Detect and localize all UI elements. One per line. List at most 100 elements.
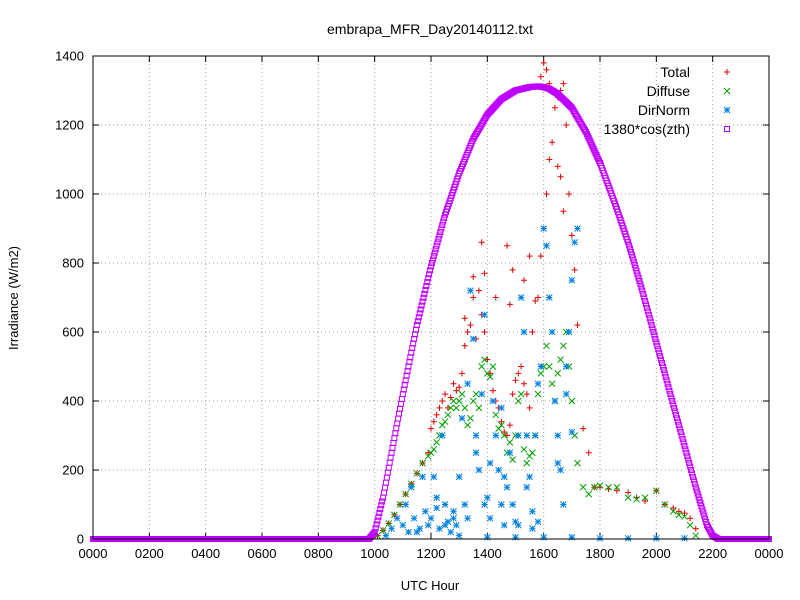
cos-zenith-point xyxy=(635,274,642,281)
diffuse-point xyxy=(430,445,438,453)
cos-zenith-point xyxy=(382,479,389,486)
total-point xyxy=(543,66,550,73)
total-point xyxy=(481,329,488,335)
cos-zenith-point xyxy=(631,261,638,268)
cos-zenith-point xyxy=(643,301,650,308)
diffuse-point xyxy=(545,363,553,370)
cos-zenith-point xyxy=(679,435,686,442)
total-point xyxy=(450,380,457,387)
dirnorm-point xyxy=(438,432,446,439)
dirnorm-point xyxy=(461,501,469,508)
dirnorm-point xyxy=(520,328,528,336)
cos-zenith-point xyxy=(674,418,681,425)
cos-zenith-point xyxy=(673,415,680,422)
dirnorm-point xyxy=(540,225,548,232)
legend-label: Diffuse xyxy=(647,83,691,99)
diffuse-point xyxy=(458,390,466,398)
dirnorm-point xyxy=(464,380,471,388)
diffuse-point xyxy=(464,421,471,429)
cos-zenith-point xyxy=(657,353,664,360)
cos-zenith-point xyxy=(649,325,656,332)
dirnorm-point xyxy=(382,532,390,539)
dirnorm-point xyxy=(554,459,562,467)
axis-ticks: 0000 0200 0400 0600 0800 1000 1200 1400 1600 1800… xyxy=(55,49,783,562)
total-point xyxy=(670,504,677,511)
total-point xyxy=(526,404,533,411)
cos-zenith-point xyxy=(422,286,429,293)
cos-zenith-point xyxy=(673,411,680,418)
dirnorm-point xyxy=(534,518,542,526)
dirnorm-point xyxy=(413,528,421,536)
cos-zenith-point xyxy=(638,284,645,291)
cos-zenith-point xyxy=(628,252,635,259)
cos-zenith-point xyxy=(660,366,667,373)
diffuse-point xyxy=(557,356,564,363)
dirnorm-point xyxy=(652,534,660,542)
diffuse-point xyxy=(613,483,621,491)
diffuse-point xyxy=(692,532,700,539)
diffuse-point xyxy=(537,370,545,377)
dirnorm-point xyxy=(495,466,502,474)
cos-zenith-point xyxy=(375,513,382,520)
dirnorm-point xyxy=(517,294,525,301)
total-point xyxy=(501,429,508,436)
cos-zenith-point xyxy=(395,415,402,422)
cos-zenith-point xyxy=(439,222,446,229)
dirnorm-point xyxy=(596,534,604,542)
total-point xyxy=(515,370,522,377)
x-tick-label: 0200 xyxy=(135,546,164,561)
total-point xyxy=(585,449,592,456)
diffuse-point xyxy=(379,527,387,534)
dirnorm-point xyxy=(407,483,415,491)
cos-zenith-point xyxy=(691,480,698,487)
total-point xyxy=(537,253,544,260)
y-tick-label: 600 xyxy=(62,325,84,340)
dirnorm-point xyxy=(681,534,688,542)
dirnorm-point xyxy=(424,521,432,529)
diffuse-point xyxy=(669,508,677,515)
cos-zenith-point xyxy=(437,228,444,235)
cos-zenith-point xyxy=(643,304,650,311)
total-point xyxy=(568,232,575,239)
diffuse-point xyxy=(585,490,593,498)
cos-zenith-point xyxy=(423,283,430,289)
cos-zenith-point xyxy=(426,271,433,278)
dirnorm-point xyxy=(472,449,480,457)
cos-zenith-point xyxy=(694,490,701,497)
diffuse-point xyxy=(517,390,525,398)
dirnorm-point xyxy=(433,494,440,501)
cos-zenith-point xyxy=(661,370,668,377)
total-point xyxy=(509,391,516,398)
cos-zenith-point xyxy=(436,232,443,239)
dirnorm-point xyxy=(506,449,514,457)
cos-zenith-point xyxy=(391,435,398,442)
legend: Total Diffuse DirNorm 1380*cos(zth) xyxy=(604,64,731,137)
dirnorm-point xyxy=(557,466,564,474)
x-tick-label: 0800 xyxy=(304,546,333,561)
diffuse-point xyxy=(444,411,452,419)
diffuse-point xyxy=(441,418,449,426)
y-tick-label: 400 xyxy=(62,394,84,409)
cos-zenith-point xyxy=(700,509,707,516)
plot-frame xyxy=(92,55,770,540)
diffuse-point xyxy=(492,411,500,419)
cos-zenith-point xyxy=(627,248,634,255)
dirnorm-point xyxy=(574,225,581,232)
cos-zenith-point xyxy=(386,459,393,466)
total-point xyxy=(560,208,567,215)
cos-zenith-point xyxy=(653,339,660,346)
total-point xyxy=(481,270,488,277)
cos-zenith-point xyxy=(373,521,380,528)
series-dirnorm xyxy=(382,225,688,542)
dirnorm-point xyxy=(500,521,508,529)
x-tick-label: 1600 xyxy=(529,546,558,561)
cos-zenith-point xyxy=(390,439,397,446)
cos-zenith-point xyxy=(435,235,442,242)
cos-zenith-point xyxy=(647,318,654,325)
diffuse-point xyxy=(481,356,488,363)
dirnorm-point xyxy=(624,534,632,542)
dirnorm-point xyxy=(402,501,410,508)
cos-zenith-point xyxy=(646,315,653,322)
diffuse-point xyxy=(652,487,660,495)
total-point xyxy=(475,287,482,294)
